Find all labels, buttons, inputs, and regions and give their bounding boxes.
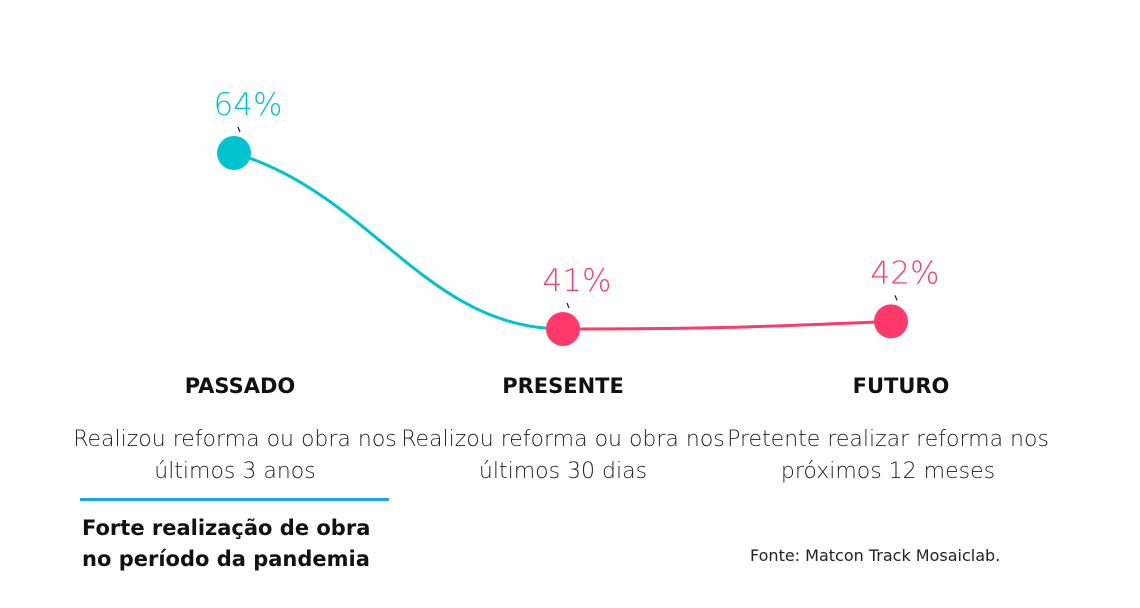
- label-tick: [894, 295, 898, 301]
- data-label: 41%: [543, 263, 612, 299]
- label-tick: [566, 302, 570, 309]
- source-note: Fonte: Matcon Track Mosaiclab.: [750, 546, 1001, 565]
- category-label-presente: PRESENTE: [502, 374, 624, 398]
- category-description-passado: Realizou reforma ou obra nos últimos 3 a…: [73, 427, 397, 484]
- category-description-presente: Realizou reforma ou obra nos últimos 30 …: [401, 427, 725, 484]
- highlight-note: Forte realização de obra no período da p…: [82, 516, 371, 571]
- category-label-futuro: FUTURO: [852, 374, 950, 398]
- series-line-segment: [562, 319, 892, 331]
- divider: [80, 498, 389, 501]
- data-label: 42%: [871, 255, 940, 291]
- category-description-futuro: Pretente realizar reforma nos próximos 1…: [727, 427, 1049, 484]
- data-point: [546, 311, 580, 346]
- data-point: [217, 136, 251, 170]
- label-tick: [237, 126, 241, 133]
- data-point: [874, 304, 908, 339]
- data-label: 64%: [214, 87, 283, 123]
- category-label-passado: PASSADO: [184, 374, 296, 398]
- series-line-segment: [233, 151, 564, 331]
